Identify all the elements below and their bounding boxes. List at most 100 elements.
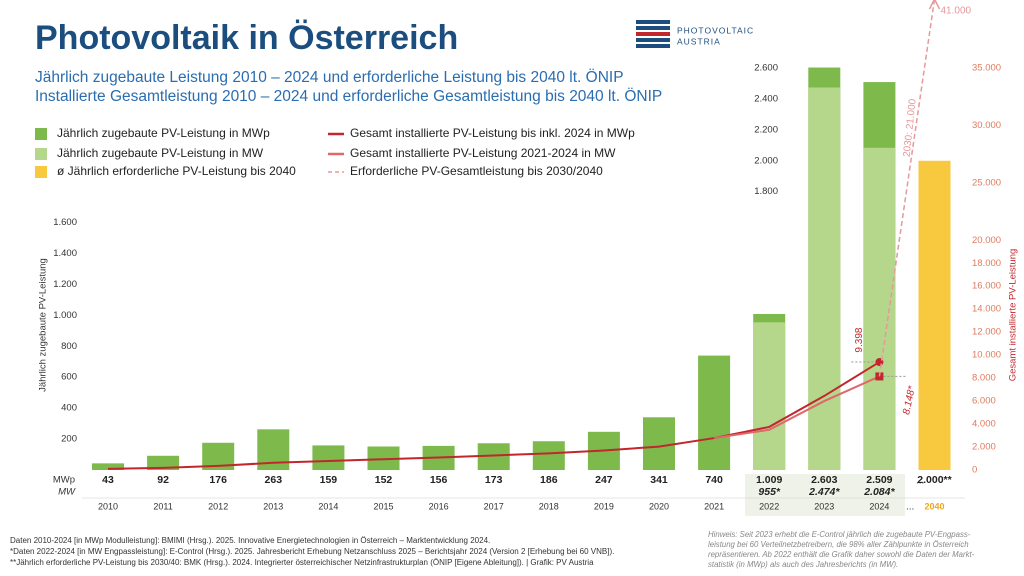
y-tick-label: 1.200 xyxy=(53,279,77,290)
legend-label: Gesamt installierte PV-Leistung 2021-202… xyxy=(350,146,616,160)
x-tick-label: 2022 xyxy=(759,501,779,511)
y2-tick-label: 20.000 xyxy=(972,235,1001,246)
highlight-box xyxy=(745,474,905,516)
note: Hinweis: Seit 2023 erhebt die E-Control … xyxy=(708,530,971,539)
legend-swatch xyxy=(35,166,47,178)
value-label: 1.009 xyxy=(756,474,782,486)
x-tick-label: 2040 xyxy=(924,501,944,511)
subtitle: Installierte Gesamtleistung 2010 – 2024 … xyxy=(35,87,662,105)
row-label: MW xyxy=(58,487,76,498)
value-label: 2.603 xyxy=(811,474,837,486)
line xyxy=(713,375,880,440)
y2-tick-label: 30.000 xyxy=(972,120,1001,131)
x-tick-label: 2024 xyxy=(869,501,889,511)
value-label: 341 xyxy=(650,474,668,486)
logo: PHOTOVOLTAIC AUSTRIA xyxy=(636,20,754,48)
value-label: 176 xyxy=(209,474,227,486)
y2-tick-label: 25.000 xyxy=(972,177,1001,188)
value-label: 2.084* xyxy=(863,486,895,498)
footnote: **Jährlich erforderliche PV-Leistung bis… xyxy=(10,558,594,567)
logo-text: PHOTOVOLTAIC xyxy=(677,25,754,35)
y-tick-label: 1.600 xyxy=(53,217,77,228)
legend-label: Jährlich zugebaute PV-Leistung in MWp xyxy=(57,126,270,140)
y-axis-title: Jährlich zugebaute PV-Leistung xyxy=(38,258,49,392)
footnote: *Daten 2022-2024 [in MW Engpassleistung]… xyxy=(10,547,614,556)
y2-tick-label: 18.000 xyxy=(972,258,1001,269)
bar xyxy=(92,463,124,470)
y-tick-label: 600 xyxy=(61,372,77,383)
y-tick-label: 2.000 xyxy=(754,155,778,166)
y2-tick-label: 10.000 xyxy=(972,350,1001,361)
bar xyxy=(753,322,786,470)
bar xyxy=(312,445,345,470)
y-tick-label: 2.400 xyxy=(754,93,778,104)
value-label: 41.000 xyxy=(941,6,972,17)
y2-tick-label: 35.000 xyxy=(972,63,1001,74)
value-label: 955* xyxy=(758,486,781,498)
bar xyxy=(532,441,565,470)
value-label: 152 xyxy=(375,474,393,486)
value-label: 8.148* xyxy=(901,384,918,416)
y-tick-label: 800 xyxy=(61,341,77,352)
note: statistik (in MWp) als auch des Jahresbe… xyxy=(708,560,898,569)
y2-tick-label: 0 xyxy=(972,465,977,476)
x-tick-label: 2021 xyxy=(704,501,724,511)
value-label: 92 xyxy=(157,474,169,486)
value-label: 740 xyxy=(705,474,723,486)
y2-tick-label: 6.000 xyxy=(972,396,996,407)
legend-swatch xyxy=(35,128,47,140)
x-tick-label: 2012 xyxy=(208,501,228,511)
bar xyxy=(918,160,951,470)
x-tick-label: 2018 xyxy=(539,501,559,511)
value-label: 9.398 xyxy=(854,327,865,352)
y-tick-label: 1.000 xyxy=(53,310,77,321)
footnote: Daten 2010-2024 [in MWp Modulleistung]: … xyxy=(10,536,490,545)
ellipsis: ... xyxy=(916,476,924,487)
y-tick-label: 1.400 xyxy=(53,248,77,259)
y2-tick-label: 4.000 xyxy=(972,419,996,430)
row-label: MWp xyxy=(53,475,75,486)
y-tick-label: 400 xyxy=(61,403,77,414)
value-label: 159 xyxy=(320,474,338,486)
x-tick-label: 2019 xyxy=(594,501,614,511)
bar xyxy=(698,355,731,470)
x-tick-label: 2017 xyxy=(484,501,504,511)
legend-label: Gesamt installierte PV-Leistung bis inkl… xyxy=(350,126,635,140)
logo-text: AUSTRIA xyxy=(677,36,721,46)
x-tick-label: 2011 xyxy=(153,501,172,511)
legend-label: Erforderliche PV-Gesamtleistung bis 2030… xyxy=(350,164,603,178)
y2-tick-label: 12.000 xyxy=(972,327,1001,338)
y2-tick-label: 14.000 xyxy=(972,304,1001,315)
x-tick-label: 2010 xyxy=(98,501,118,511)
subtitle: Jährlich zugebaute Leistung 2010 – 2024 … xyxy=(35,68,624,86)
y-tick-label: 2.600 xyxy=(754,63,778,74)
y2-tick-label: 16.000 xyxy=(972,281,1001,292)
bar xyxy=(643,417,675,470)
y-tick-label: 1.800 xyxy=(754,186,778,197)
value-label: 263 xyxy=(265,474,283,486)
note: leistung bei 60 Verteilnetzbetreibern, d… xyxy=(708,540,969,549)
y2-axis-title: Gesamt installierte PV-Leistung xyxy=(1008,249,1019,382)
value-label: 2.474* xyxy=(808,486,840,498)
legend-label: ø Jährlich erforderliche PV-Leistung bis… xyxy=(57,164,296,178)
y-tick-label: 2.200 xyxy=(754,124,778,135)
value-label: 186 xyxy=(540,474,558,486)
note: repräsentieren. Ab 2022 enthält die Graf… xyxy=(708,550,975,559)
x-tick-label: 2023 xyxy=(814,501,834,511)
line xyxy=(107,361,880,470)
ellipsis: ... xyxy=(906,502,914,513)
value-label: 2.509 xyxy=(866,474,892,486)
bar xyxy=(808,87,841,470)
y-tick-label: 200 xyxy=(61,434,77,445)
x-tick-label: 2014 xyxy=(318,501,338,511)
legend-label: Jährlich zugebaute PV-Leistung in MW xyxy=(57,146,264,160)
y2-tick-label: 8.000 xyxy=(972,373,996,384)
y2-tick-label: 2.000 xyxy=(972,442,996,453)
x-tick-label: 2016 xyxy=(429,501,449,511)
chart-title: Photovoltaik in Österreich xyxy=(35,19,458,57)
bar xyxy=(147,455,180,470)
value-label: 247 xyxy=(595,474,613,486)
value-label: 2.000** xyxy=(917,474,952,486)
value-label: 43 xyxy=(102,474,114,486)
